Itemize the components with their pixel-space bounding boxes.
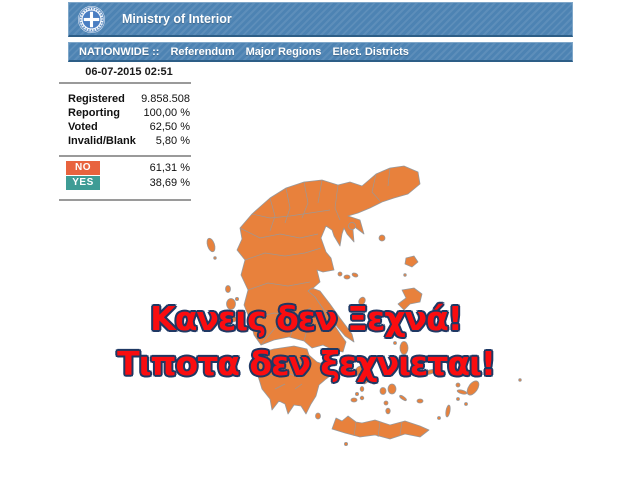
stat-row-reporting: Reporting 100,00 % [68, 106, 190, 119]
nav-bar: NATIONWIDE :: Referendum Major Regions E… [68, 42, 573, 62]
stat-value: 9.858.508 [141, 92, 190, 105]
overlay-slogan: Κανεις δεν Ξεχνά! Τιποτα δεν ξεχνιεται! [90, 296, 522, 386]
stat-row-invalid-blank: Invalid/Blank 5,80 % [68, 134, 190, 147]
no-result-badge: NO [66, 161, 100, 175]
stat-value: 100,00 % [143, 106, 190, 119]
separator [59, 199, 191, 201]
app-title: Ministry of Interior [122, 12, 232, 26]
separator [59, 155, 191, 157]
nav-item-major-regions[interactable]: Major Regions [245, 45, 322, 58]
stat-label: Registered [68, 92, 125, 105]
greece-results-map[interactable] [190, 158, 525, 468]
yes-result-badge: YES [66, 176, 100, 190]
stat-label: Voted [68, 120, 98, 133]
stat-row-registered: Registered 9.858.508 [68, 92, 190, 105]
overlay-slogan-line2: Τιποτα δεν ξεχνιεται! [117, 344, 496, 383]
separator [59, 82, 191, 84]
nav-item-nationwide[interactable]: NATIONWIDE :: [79, 45, 160, 58]
stat-value: 62,50 % [149, 120, 190, 133]
results-timestamp: 06-07-2015 02:51 [85, 66, 173, 78]
stat-label: Invalid/Blank [68, 134, 136, 147]
header-bar: Ministry of Interior [68, 2, 573, 37]
no-result-value: 61,31 % [149, 162, 190, 174]
greek-coat-of-arms-icon [77, 5, 106, 33]
overlay-slogan-line1: Κανεις δεν Ξεχνά! [150, 299, 463, 338]
yes-result-value: 38,69 % [149, 177, 190, 189]
stat-value: 5,80 % [155, 134, 190, 147]
stat-label: Reporting [68, 106, 120, 119]
nav-item-elect-districts[interactable]: Elect. Districts [332, 45, 409, 58]
nav-item-referendum[interactable]: Referendum [170, 45, 235, 58]
stat-row-voted: Voted 62,50 % [68, 120, 190, 133]
